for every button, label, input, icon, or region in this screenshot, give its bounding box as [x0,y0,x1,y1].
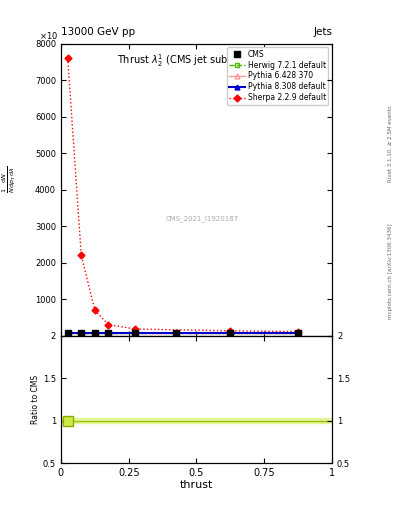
Sherpa 2.2.9 default [65,55,70,61]
Pythia 8.308 default [133,330,138,336]
Pythia 8.308 default [92,330,97,336]
Line: Pythia 8.308 default: Pythia 8.308 default [65,330,301,335]
Pythia 8.308 default [79,330,84,336]
Herwig 7.2.1 default [65,330,70,336]
CMS [92,330,97,336]
Pythia 8.308 default [174,330,178,336]
Pythia 6.428 370 [174,330,178,336]
Line: Pythia 6.428 370: Pythia 6.428 370 [65,330,301,335]
Herwig 7.2.1 default [228,330,233,336]
Sherpa 2.2.9 default [296,329,301,335]
Herwig 7.2.1 default [79,330,84,336]
Pythia 6.428 370 [65,330,70,336]
X-axis label: thrust: thrust [180,480,213,489]
Pythia 8.308 default [65,330,70,336]
Sherpa 2.2.9 default [92,307,97,313]
Text: mcplots.cern.ch [arXiv:1306.3436]: mcplots.cern.ch [arXiv:1306.3436] [388,224,393,319]
CMS [79,330,84,336]
CMS [228,330,233,336]
Sherpa 2.2.9 default [79,252,84,259]
CMS [106,330,111,336]
Bar [61,418,332,423]
Herwig 7.2.1 default [106,330,111,336]
Pythia 6.428 370 [133,330,138,336]
CMS [133,330,138,336]
Herwig 7.2.1 default [133,330,138,336]
Pythia 6.428 370 [228,330,233,336]
Pythia 6.428 370 [106,330,111,336]
Pythia 6.428 370 [296,330,301,336]
Herwig 7.2.1 default [296,330,301,336]
Pythia 8.308 default [296,330,301,336]
Herwig 7.2.1 default [174,330,178,336]
Herwig 7.2.1 default [92,330,97,336]
Pythia 6.428 370 [79,330,84,336]
Pythia 8.308 default [228,330,233,336]
Text: Jets: Jets [313,27,332,37]
Legend: CMS, Herwig 7.2.1 default, Pythia 6.428 370, Pythia 8.308 default, Sherpa 2.2.9 : CMS, Herwig 7.2.1 default, Pythia 6.428 … [227,47,328,104]
Line: Sherpa 2.2.9 default: Sherpa 2.2.9 default [65,56,301,334]
CMS [65,330,70,336]
Text: Thrust $\lambda_{2}^{1}$ (CMS jet substructure): Thrust $\lambda_{2}^{1}$ (CMS jet substr… [117,52,276,69]
Pythia 8.308 default [106,330,111,336]
CMS [296,330,301,336]
Text: CMS_2021_I1920187: CMS_2021_I1920187 [165,216,239,222]
Text: $\frac{1}{N}\frac{\mathrm{d}N}{\mathrm{d}p_T\,\mathrm{d}\lambda}$: $\frac{1}{N}\frac{\mathrm{d}N}{\mathrm{d… [1,165,18,193]
Y-axis label: Ratio to CMS: Ratio to CMS [31,375,40,424]
Line: CMS: CMS [65,330,301,335]
Text: $\times10$: $\times10$ [39,30,58,40]
Sherpa 2.2.9 default [106,322,111,328]
Text: Rivet 3.1.10, ≥ 2.5M events: Rivet 3.1.10, ≥ 2.5M events [388,105,393,182]
Sherpa 2.2.9 default [133,326,138,332]
Pythia 6.428 370 [92,330,97,336]
Sherpa 2.2.9 default [228,328,233,334]
Line: Herwig 7.2.1 default: Herwig 7.2.1 default [65,330,301,335]
CMS [174,330,178,336]
Text: 13000 GeV pp: 13000 GeV pp [61,27,135,37]
